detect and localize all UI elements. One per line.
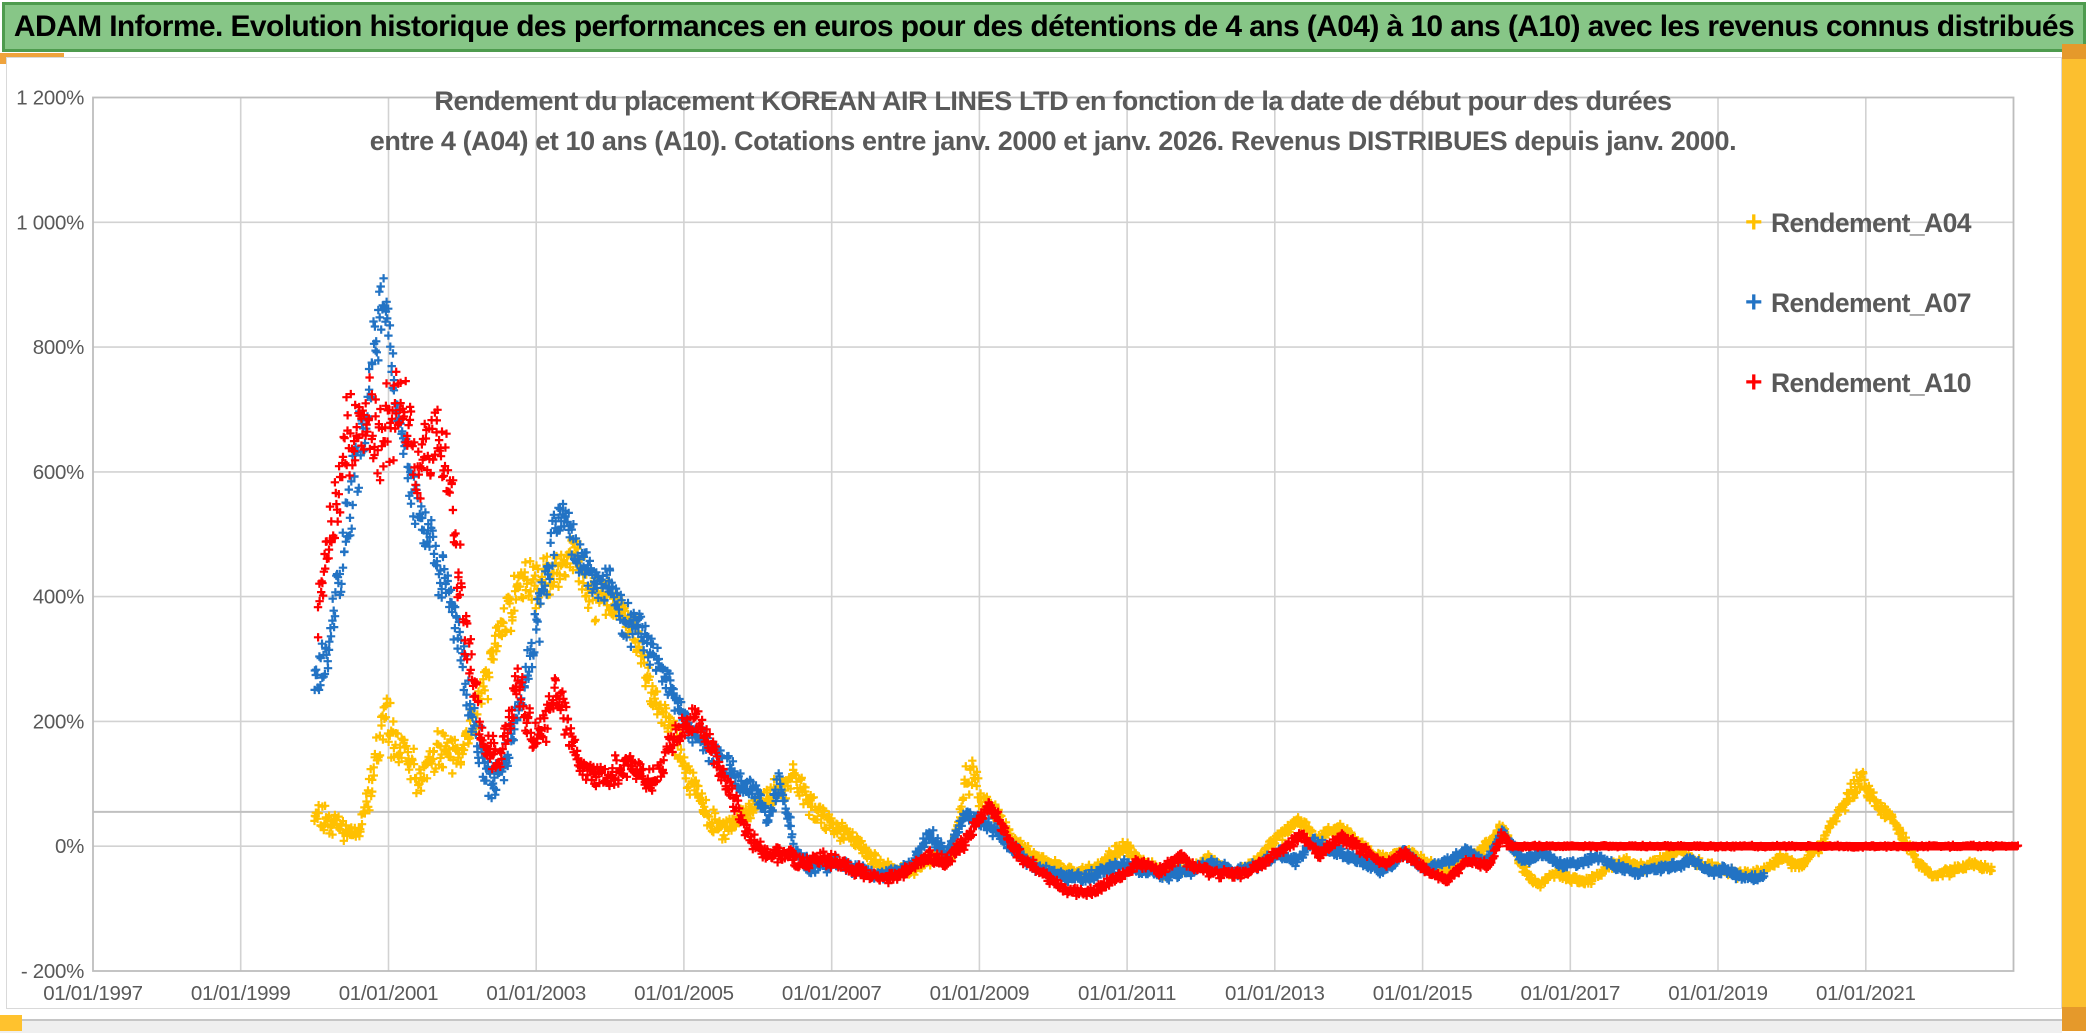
plus-marker-icon: +	[1745, 366, 1763, 399]
svg-text:- 200%: - 200%	[21, 960, 84, 983]
svg-text:01/01/2015: 01/01/2015	[1373, 982, 1473, 1005]
svg-text:01/01/1999: 01/01/1999	[191, 982, 291, 1005]
chart-title-line-2: entre 4 (A04) et 10 ans (A10). Cotations…	[369, 126, 1737, 156]
legend-item-rendement-a04[interactable]: + Rendement_A04	[1745, 203, 1971, 243]
window-title-bar: ADAM Informe. Evolution historique des p…	[2, 2, 2086, 52]
svg-text:01/01/2005: 01/01/2005	[634, 982, 734, 1005]
chart-title-line-1: Rendement du placement KOREAN AIR LINES …	[434, 86, 1672, 116]
legend-item-rendement-a07[interactable]: + Rendement_A07	[1745, 283, 1971, 323]
svg-text:0%: 0%	[55, 835, 84, 858]
svg-text:01/01/2019: 01/01/2019	[1668, 982, 1768, 1005]
sheet-corner-accent-bottom	[0, 1015, 22, 1031]
svg-text:200%: 200%	[33, 710, 84, 733]
plus-marker-icon: +	[1745, 286, 1763, 319]
svg-text:01/01/1997: 01/01/1997	[43, 982, 143, 1005]
svg-text:400%: 400%	[33, 586, 84, 609]
window-title-text: ADAM Informe. Evolution historique des p…	[13, 10, 2075, 43]
bottom-scroll-strip	[0, 1019, 2062, 1033]
svg-text:01/01/2003: 01/01/2003	[486, 982, 586, 1005]
right-edge-accent-cap-bottom	[2062, 1007, 2086, 1031]
svg-text:01/01/2017: 01/01/2017	[1520, 982, 1620, 1005]
legend-label: Rendement_A04	[1771, 207, 1971, 238]
right-edge-accent-cap-top	[2062, 44, 2086, 59]
svg-text:1 200%: 1 200%	[16, 87, 84, 110]
legend-label: Rendement_A07	[1771, 287, 1971, 318]
svg-text:01/01/2011: 01/01/2011	[1078, 982, 1176, 1005]
svg-text:01/01/2007: 01/01/2007	[782, 982, 882, 1005]
legend-label: Rendement_A10	[1771, 367, 1971, 398]
svg-text:1 000%: 1 000%	[16, 211, 84, 234]
svg-text:800%: 800%	[33, 336, 84, 359]
right-edge-accent	[2062, 44, 2086, 1031]
svg-text:01/01/2001: 01/01/2001	[339, 982, 439, 1005]
svg-text:01/01/2013: 01/01/2013	[1225, 982, 1325, 1005]
svg-text:01/01/2009: 01/01/2009	[930, 982, 1030, 1005]
plus-marker-icon: +	[1745, 206, 1763, 239]
svg-text:01/01/2021: 01/01/2021	[1816, 982, 1916, 1005]
svg-text:600%: 600%	[33, 461, 84, 484]
legend-item-rendement-a10[interactable]: + Rendement_A10	[1745, 363, 1971, 403]
